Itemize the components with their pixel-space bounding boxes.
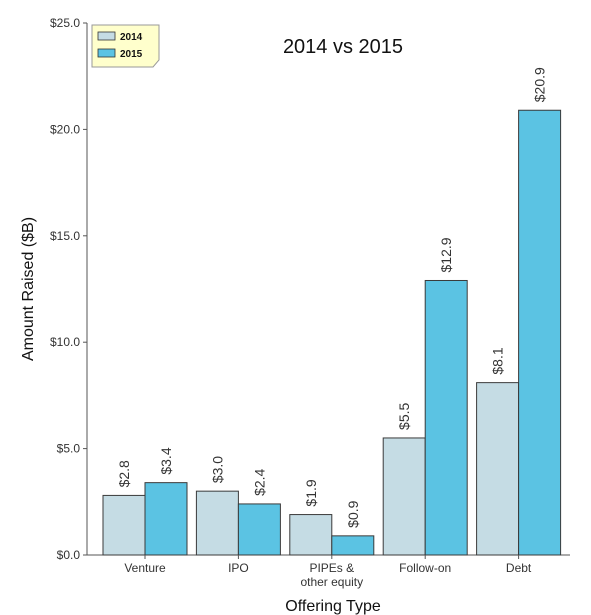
data-label: $2.8	[116, 460, 132, 487]
y-axis-ticks: $0.0 $5.0 $10.0 $15.0 $20.0 $25.0	[50, 16, 87, 562]
data-label: $2.4	[251, 468, 267, 495]
x-axis-tick-labels: Venture IPO PIPEs & other equity Follow-on De…	[124, 555, 532, 589]
data-label: $12.9	[438, 237, 454, 272]
bars	[102, 109, 562, 556]
y-axis-title: Amount Raised ($B)	[20, 217, 37, 361]
legend-swatch-2015	[97, 48, 116, 58]
y-tick-label: $15.0	[50, 229, 80, 243]
y-tick-label: $25.0	[50, 16, 80, 30]
data-labels: $2.8 $3.4 $3.0 $2.4 $1.9 $0.9 $5.5 $12.9 $8.1 $20…	[116, 67, 548, 528]
legend: 2014 2015	[91, 24, 160, 68]
x-tick-label: IPO	[228, 561, 249, 575]
data-label: $1.9	[303, 479, 319, 506]
data-label: $5.5	[396, 402, 412, 429]
data-label: $8.1	[490, 347, 506, 374]
legend-swatch-2014	[97, 31, 116, 41]
bar-2015-1	[237, 503, 281, 556]
chart-title: 2014 vs 2015	[283, 36, 403, 58]
legend-label-2014: 2014	[120, 32, 143, 43]
y-tick-label: $0.0	[57, 548, 81, 562]
bar-2014-0	[102, 494, 146, 556]
data-label: $3.0	[209, 456, 225, 483]
bar-2014-2	[289, 514, 333, 556]
y-tick-label: $5.0	[57, 442, 81, 456]
data-label: $3.4	[158, 447, 174, 474]
y-tick-label: $10.0	[50, 335, 80, 349]
x-tick-label: Follow-on	[399, 561, 451, 575]
bar-2015-0	[144, 482, 188, 556]
data-label: $0.9	[345, 500, 361, 527]
x-axis-title: Offering Type	[285, 598, 381, 615]
x-tick-label: Debt	[506, 561, 532, 575]
bar-2015-2	[331, 535, 375, 556]
x-tick-label: PIPEs & other equity	[300, 561, 363, 589]
bar-2014-3	[382, 437, 426, 556]
data-label: $20.9	[532, 67, 548, 102]
x-tick-label: Venture	[124, 561, 166, 575]
bar-2015-3	[424, 279, 468, 556]
y-tick-label: $20.0	[50, 122, 80, 136]
legend-label-2015: 2015	[120, 49, 143, 60]
bar-2014-1	[195, 490, 239, 556]
bar-2014-4	[476, 382, 520, 556]
bar-2015-4	[518, 109, 562, 556]
